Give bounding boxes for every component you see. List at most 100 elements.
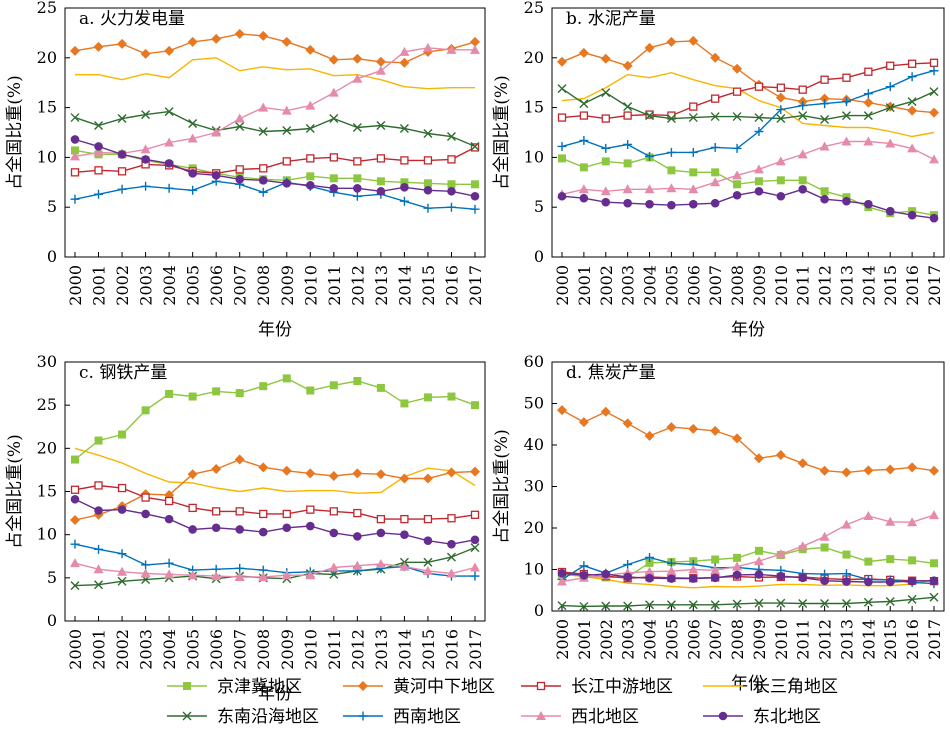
data-point	[929, 66, 939, 76]
series-group	[70, 42, 480, 161]
data-point	[422, 565, 433, 575]
x-tick-label: 2003	[619, 619, 638, 660]
x-tick-label: 2000	[66, 265, 85, 306]
data-point	[164, 183, 174, 193]
data-point	[306, 386, 315, 395]
data-point	[164, 107, 174, 117]
data-point	[352, 73, 363, 83]
data-point	[820, 75, 829, 84]
data-point	[798, 176, 807, 185]
x-tick-label: 2017	[925, 265, 944, 306]
data-point	[399, 473, 410, 484]
x-tick-label: 2017	[925, 619, 944, 660]
x-tick-label: 2004	[160, 265, 179, 306]
plot-frame	[64, 7, 486, 258]
series-line	[561, 70, 935, 158]
data-point	[446, 202, 456, 212]
legend-entry: 东南沿海地区	[167, 707, 319, 727]
data-point	[775, 549, 786, 559]
data-point	[666, 422, 677, 433]
series-group	[70, 135, 480, 201]
series-group	[70, 539, 480, 581]
data-point	[753, 164, 764, 174]
data-point	[557, 576, 567, 586]
y-tick-label: 30	[524, 477, 544, 496]
data-point	[282, 178, 292, 188]
data-point	[907, 517, 918, 527]
legend-marker	[718, 711, 728, 721]
data-point	[733, 553, 742, 562]
x-tick-label: 2006	[684, 265, 703, 306]
y-tick-label: 40	[524, 435, 544, 454]
data-point	[376, 186, 386, 196]
series-line	[561, 409, 935, 474]
legend-label: 长三角地区	[753, 677, 838, 697]
series-line	[561, 556, 935, 585]
data-point	[579, 163, 588, 172]
data-point	[234, 28, 245, 39]
data-point	[776, 191, 786, 201]
data-point	[754, 598, 764, 608]
series-line	[74, 484, 476, 520]
data-point	[645, 151, 655, 161]
data-point	[578, 184, 589, 194]
x-tick-label: 2002	[113, 629, 132, 670]
data-point	[863, 136, 874, 146]
data-point	[863, 510, 874, 520]
y-tick-label: 10	[524, 147, 544, 166]
x-tick-label: 2013	[372, 629, 391, 670]
x-tick-label: 2009	[278, 629, 297, 670]
data-point	[375, 65, 386, 75]
data-point	[820, 187, 829, 196]
data-point	[187, 133, 198, 143]
data-point	[667, 574, 676, 583]
data-point	[841, 136, 852, 146]
y-tick-label: 20	[524, 518, 544, 537]
data-point	[352, 191, 362, 201]
data-point	[446, 44, 457, 54]
data-point	[622, 60, 633, 71]
data-point	[820, 99, 830, 109]
data-point	[71, 455, 79, 464]
x-tick-label: 2005	[184, 629, 203, 670]
x-axis-title: 年份	[731, 320, 765, 340]
data-point	[70, 45, 80, 56]
data-point	[447, 539, 456, 549]
data-point	[776, 598, 786, 608]
x-tick-label: 2001	[575, 265, 594, 306]
legend-entry: 西南地区	[343, 707, 461, 727]
series-line	[74, 546, 476, 587]
data-point	[797, 541, 808, 551]
data-point	[399, 561, 410, 571]
legend-entry: 黄河中下地区	[343, 677, 495, 697]
legend-entry: 东北地区	[703, 707, 821, 727]
data-point	[557, 84, 567, 94]
x-tick-label: 2006	[207, 265, 226, 306]
data-point	[94, 189, 104, 199]
data-point	[352, 123, 362, 133]
series-group	[70, 543, 480, 591]
data-point	[601, 143, 611, 153]
series-group	[557, 66, 939, 161]
data-point	[117, 167, 127, 176]
x-tick-label: 2014	[395, 629, 414, 670]
series-group	[558, 153, 938, 220]
data-point	[165, 389, 174, 398]
data-point	[400, 178, 409, 187]
x-tick-label: 2015	[419, 629, 438, 670]
series-group	[557, 136, 939, 199]
data-point	[141, 509, 150, 519]
data-point	[70, 113, 80, 123]
data-point	[863, 97, 874, 108]
series-group	[70, 558, 480, 581]
data-point	[885, 464, 896, 475]
data-point	[732, 190, 742, 200]
y-tick-label: 10	[524, 560, 544, 579]
data-point	[798, 599, 808, 609]
data-point	[623, 159, 632, 168]
data-point	[141, 155, 150, 164]
data-point	[94, 436, 103, 445]
data-point	[446, 568, 457, 578]
data-point	[798, 85, 807, 94]
x-tick-label: 2016	[442, 265, 461, 306]
